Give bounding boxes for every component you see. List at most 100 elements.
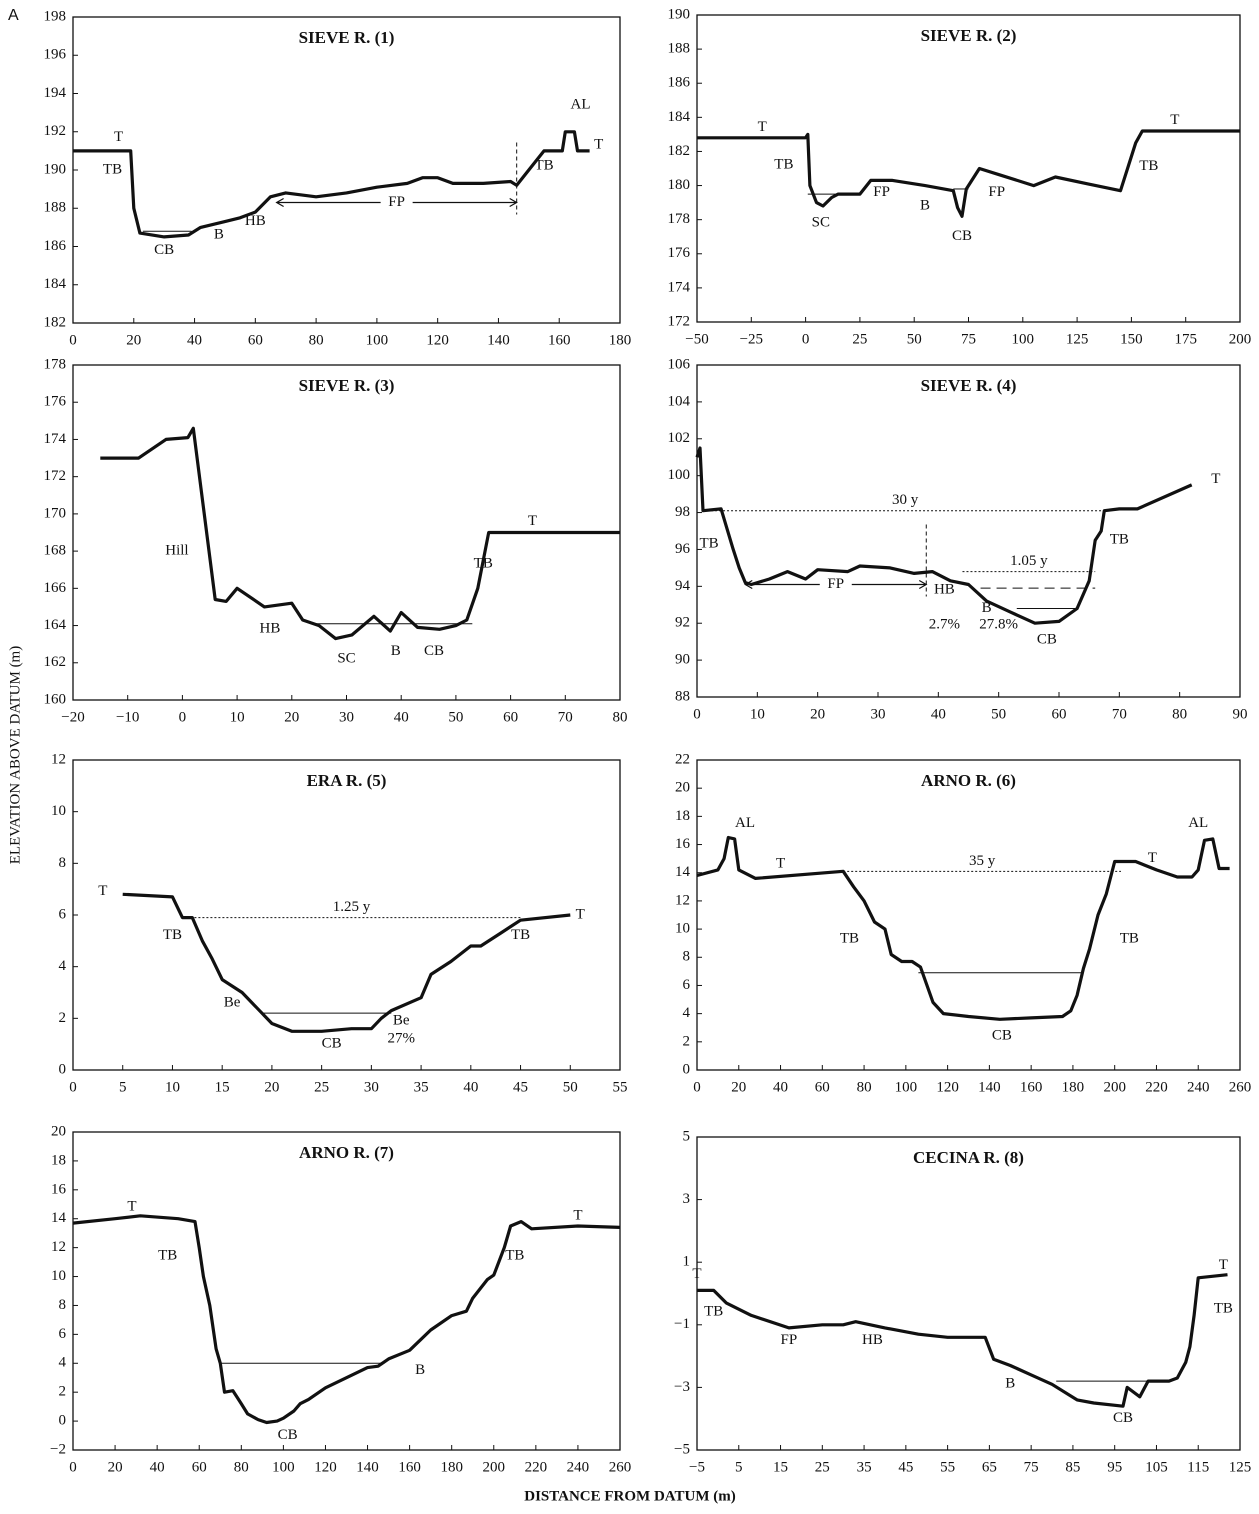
x-tick-label: 35 bbox=[857, 1459, 872, 1475]
y-tick-label: 2 bbox=[59, 1010, 67, 1026]
y-tick-label: 98 bbox=[675, 504, 690, 520]
x-tick-label: 5 bbox=[735, 1459, 743, 1475]
x-tick-label: 175 bbox=[1174, 331, 1197, 347]
y-tick-label: 4 bbox=[59, 958, 67, 974]
y-tick-label: 0 bbox=[683, 1061, 691, 1077]
x-tick-label: 180 bbox=[440, 1459, 463, 1475]
x-tick-label: −5 bbox=[689, 1459, 705, 1475]
x-tick-label: 0 bbox=[693, 706, 701, 722]
annotation: T bbox=[1170, 112, 1179, 128]
x-tick-label: 95 bbox=[1107, 1459, 1122, 1475]
y-tick-label: 6 bbox=[59, 1326, 67, 1342]
annotation: 2.7% bbox=[929, 617, 960, 633]
annotation: Hill bbox=[165, 543, 188, 559]
x-tick-label: 200 bbox=[1103, 1079, 1126, 1095]
y-tick-label: 176 bbox=[44, 394, 67, 410]
annotation: CB bbox=[952, 228, 972, 244]
x-tick-label: 0 bbox=[69, 332, 77, 348]
y-tick-label: 10 bbox=[675, 921, 690, 937]
x-tick-label: 35 bbox=[414, 1079, 429, 1095]
annotation: TB bbox=[534, 158, 553, 174]
annotation: TB bbox=[1214, 1301, 1233, 1317]
x-tick-label: −20 bbox=[61, 709, 84, 725]
y-tick-label: 5 bbox=[683, 1128, 691, 1144]
annotation: TB bbox=[474, 556, 493, 572]
y-tick-label: 0 bbox=[59, 1061, 67, 1077]
y-tick-label: 16 bbox=[51, 1181, 67, 1197]
x-tick-label: 55 bbox=[613, 1079, 628, 1095]
y-tick-label: 12 bbox=[675, 892, 690, 908]
x-tick-label: 125 bbox=[1229, 1459, 1252, 1475]
y-tick-label: 172 bbox=[44, 468, 67, 484]
x-tick-label: 160 bbox=[548, 332, 571, 348]
annotation: T bbox=[594, 137, 603, 153]
y-tick-label: 184 bbox=[668, 109, 691, 125]
x-tick-label: 90 bbox=[1233, 706, 1248, 722]
annotation: SC bbox=[812, 215, 830, 231]
x-tick-label: 20 bbox=[264, 1079, 279, 1095]
annotation: TB bbox=[1139, 158, 1158, 174]
y-axis-label: ELEVATION ABOVE DATUM (m) bbox=[7, 646, 23, 864]
y-tick-label: −3 bbox=[674, 1379, 690, 1395]
chart-title: ARNO R. (7) bbox=[299, 1143, 394, 1162]
span-arrow bbox=[744, 579, 928, 590]
x-tick-label: 0 bbox=[69, 1459, 77, 1475]
y-tick-label: 178 bbox=[44, 356, 67, 372]
profile-line bbox=[697, 1273, 1228, 1408]
x-tick-label: 220 bbox=[1145, 1079, 1168, 1095]
panel-label: A bbox=[8, 7, 19, 24]
chart-title: ARNO R. (6) bbox=[921, 771, 1016, 790]
annotation: HB bbox=[245, 213, 266, 229]
x-tick-label: 30 bbox=[364, 1079, 379, 1095]
x-tick-label: 80 bbox=[234, 1459, 249, 1475]
chart-title: CECINA R. (8) bbox=[913, 1148, 1024, 1167]
annotation: Be bbox=[224, 994, 241, 1010]
annotation: TB bbox=[840, 930, 859, 946]
annotation: T bbox=[127, 1199, 136, 1215]
y-tick-label: 8 bbox=[59, 855, 67, 871]
annotation: TB bbox=[163, 927, 182, 943]
y-tick-label: 4 bbox=[683, 1005, 691, 1021]
y-tick-label: 198 bbox=[44, 8, 67, 24]
y-tick-label: 172 bbox=[668, 313, 691, 329]
y-tick-label: 18 bbox=[51, 1152, 66, 1168]
annotation: AL bbox=[1188, 815, 1208, 831]
y-tick-label: 178 bbox=[668, 211, 691, 227]
annotation: TB bbox=[774, 157, 793, 173]
chart-title: SIEVE R. (3) bbox=[299, 376, 395, 395]
x-tick-label: 240 bbox=[1187, 1079, 1210, 1095]
profile-line bbox=[696, 835, 1230, 1021]
x-tick-label: 65 bbox=[982, 1459, 997, 1475]
x-tick-label: 80 bbox=[309, 332, 324, 348]
y-tick-label: 20 bbox=[51, 1123, 66, 1139]
x-tick-label: 115 bbox=[1187, 1459, 1209, 1475]
y-tick-label: 12 bbox=[51, 751, 66, 767]
x-tick-label: 180 bbox=[1062, 1079, 1085, 1095]
x-tick-label: 15 bbox=[773, 1459, 788, 1475]
annotation: CB bbox=[424, 643, 444, 659]
x-tick-label: 50 bbox=[448, 709, 463, 725]
x-tick-label: 100 bbox=[895, 1079, 918, 1095]
annotation: TB bbox=[511, 927, 530, 943]
y-tick-label: 6 bbox=[683, 977, 691, 993]
y-tick-label: 192 bbox=[44, 123, 67, 139]
y-tick-label: 106 bbox=[668, 356, 691, 372]
x-tick-label: 10 bbox=[750, 706, 765, 722]
x-tick-label: 80 bbox=[1172, 706, 1187, 722]
profile-line bbox=[122, 892, 571, 1033]
y-tick-label: 8 bbox=[683, 949, 691, 965]
x-tick-label: 160 bbox=[398, 1459, 421, 1475]
y-tick-label: 174 bbox=[668, 279, 691, 295]
x-tick-label: 30 bbox=[871, 706, 886, 722]
annotation: B bbox=[982, 600, 992, 616]
y-tick-label: −2 bbox=[50, 1441, 66, 1457]
annotation: T bbox=[528, 513, 537, 529]
x-tick-label: 120 bbox=[426, 332, 449, 348]
profile-line bbox=[695, 446, 1193, 625]
annotation: 27% bbox=[387, 1030, 415, 1046]
y-tick-label: 188 bbox=[44, 200, 67, 216]
y-tick-label: 18 bbox=[675, 808, 690, 824]
x-tick-label: 75 bbox=[961, 331, 976, 347]
x-tick-label: 105 bbox=[1145, 1459, 1168, 1475]
